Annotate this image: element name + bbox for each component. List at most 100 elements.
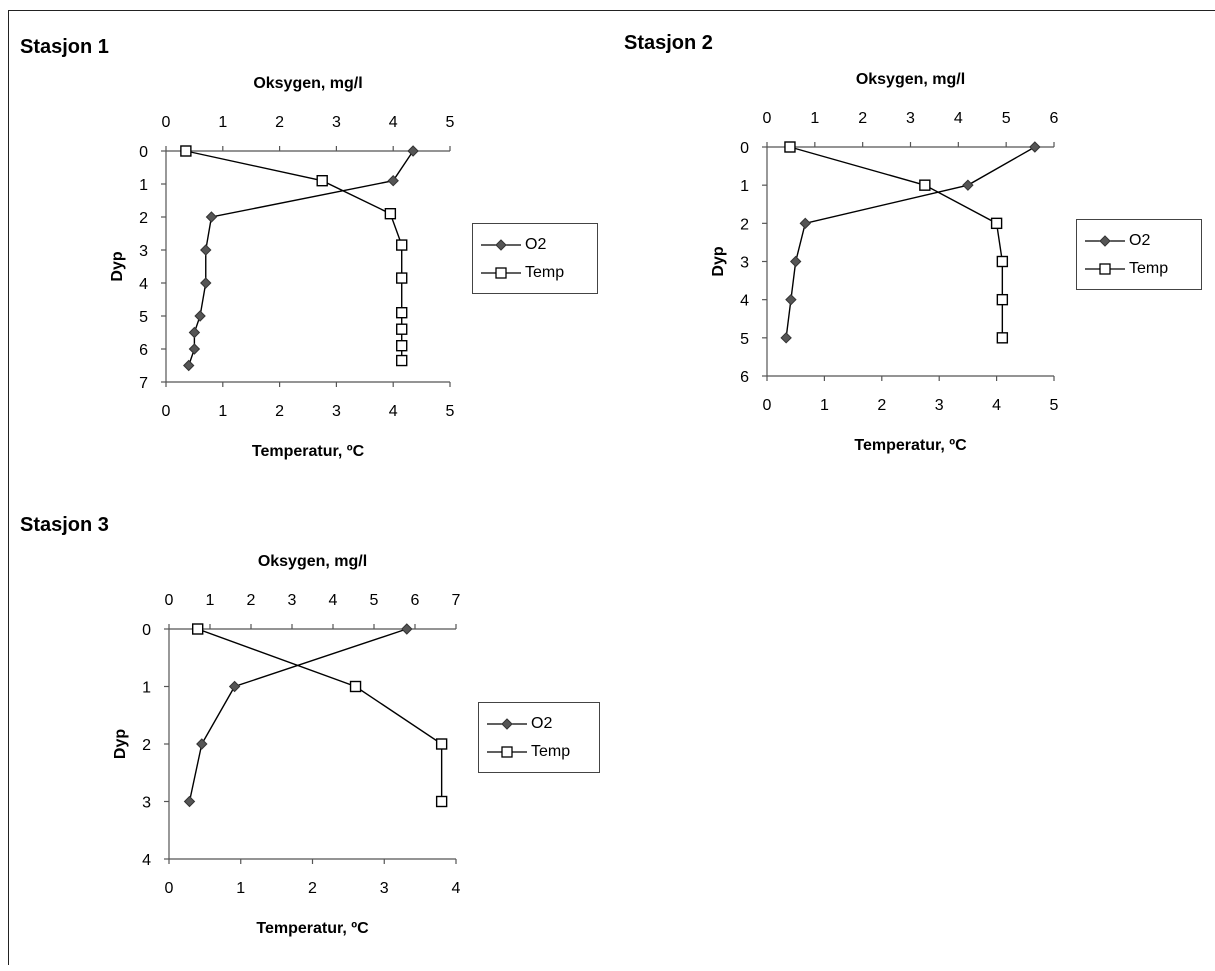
y-tick-label: 2 — [142, 737, 151, 754]
y-tick-label: 5 — [139, 309, 148, 326]
temp-marker — [384, 207, 397, 220]
bottom-tick-label: 1 — [820, 397, 829, 414]
chart-title: Stasjon 3 — [20, 514, 109, 536]
o2-marker — [407, 145, 419, 157]
o2-marker — [1029, 141, 1041, 153]
y-axis-title: Dyp — [112, 729, 129, 759]
legend-label: O2 — [1129, 232, 1151, 249]
o2-marker — [785, 293, 797, 306]
top-tick-label: 6 — [1050, 110, 1059, 127]
legend-label: Temp — [525, 264, 565, 281]
chart-title: Stasjon 1 — [20, 36, 109, 58]
o2-marker — [962, 179, 974, 191]
top-tick-label: 7 — [452, 592, 461, 609]
temp-marker — [435, 795, 448, 808]
top-tick-label: 2 — [247, 592, 256, 609]
legend-label: O2 — [525, 236, 547, 253]
bottom-axis-title: Temperatur, ºC — [252, 443, 365, 460]
chart-legend: O2 Temp — [472, 223, 598, 294]
temp-marker — [784, 141, 796, 153]
bottom-tick-label: 4 — [452, 880, 461, 897]
top-tick-label: 1 — [206, 592, 215, 609]
top-tick-label: 1 — [810, 110, 819, 127]
bottom-axis-title: Temperatur, ºC — [256, 920, 369, 937]
series-line-o2 — [188, 628, 408, 802]
top-tick-label: 5 — [370, 592, 379, 609]
series-line-o2 — [785, 146, 1036, 338]
legend-item-temp: Temp — [485, 741, 570, 763]
temp-marker — [996, 293, 1009, 306]
bottom-tick-label: 0 — [763, 397, 772, 414]
y-tick-label: 6 — [139, 342, 148, 359]
o2-marker — [183, 795, 196, 808]
o2-marker — [228, 680, 241, 693]
top-tick-label: 0 — [763, 110, 772, 127]
top-axis-title: Oksygen, mg/l — [253, 75, 362, 92]
y-tick-label: 0 — [740, 140, 749, 157]
o2-marker — [188, 343, 201, 355]
top-tick-label: 2 — [858, 110, 867, 127]
temp-marker — [996, 255, 1009, 268]
bottom-tick-label: 0 — [162, 403, 171, 420]
y-tick-label: 3 — [139, 243, 148, 260]
figure-frame — [8, 10, 1215, 965]
series-line-temp — [789, 146, 1004, 338]
chart-svg: 0 1 2 3 4 5 0 1 2 3 4 5 0 1 2 3 4 5 6 7 Oksygen, mg/l Tempera… — [109, 75, 455, 460]
chart-title: Stasjon 2 — [624, 32, 713, 54]
y-tick-label: 5 — [740, 331, 749, 348]
o2-marker — [205, 211, 218, 223]
temp-marker — [435, 738, 448, 750]
chart-legend: O2 Temp — [1076, 219, 1202, 290]
o2-marker — [789, 255, 802, 268]
legend-item-o2: O2 — [1083, 230, 1150, 252]
bottom-tick-label: 1 — [236, 880, 245, 897]
temp-marker — [396, 239, 408, 251]
temp-marker — [396, 272, 408, 284]
top-tick-label: 0 — [162, 114, 171, 131]
y-tick-label: 6 — [740, 369, 749, 386]
y-tick-label: 3 — [740, 255, 749, 272]
bottom-tick-label: 4 — [389, 403, 398, 420]
y-tick-label: 1 — [740, 178, 749, 195]
y-tick-label: 1 — [142, 680, 151, 697]
legend-item-o2: O2 — [479, 234, 546, 256]
temp-marker — [396, 354, 408, 367]
bottom-tick-label: 2 — [877, 397, 886, 414]
o2-marker — [200, 277, 212, 289]
y-tick-label: 2 — [740, 216, 749, 233]
top-tick-label: 4 — [329, 592, 338, 609]
top-axis-title: Oksygen, mg/l — [258, 553, 367, 570]
bottom-tick-label: 1 — [218, 403, 227, 420]
y-tick-label: 4 — [142, 852, 151, 869]
o2-marker — [780, 332, 792, 344]
temp-marker — [396, 323, 408, 335]
o2-marker — [183, 359, 195, 372]
bottom-tick-label: 2 — [275, 403, 284, 420]
y-tick-label: 0 — [139, 144, 148, 161]
top-tick-label: 5 — [446, 114, 455, 131]
bottom-tick-label: 2 — [308, 880, 317, 897]
bottom-tick-label: 4 — [992, 397, 1001, 414]
legend-label: O2 — [531, 715, 553, 732]
bottom-axis-title: Temperatur, ºC — [854, 437, 967, 454]
legend-item-o2: O2 — [485, 713, 552, 735]
temp-marker — [191, 623, 204, 635]
bottom-tick-label: 0 — [165, 880, 174, 897]
y-axis-title: Dyp — [109, 251, 126, 281]
chart-legend: O2 Temp — [478, 702, 600, 773]
temp-marker — [180, 145, 192, 157]
temp-marker — [996, 332, 1009, 344]
top-tick-label: 3 — [906, 110, 915, 127]
bottom-tick-label: 5 — [446, 403, 455, 420]
top-tick-label: 6 — [411, 592, 420, 609]
o2-marker — [194, 310, 206, 322]
bottom-tick-label: 5 — [1050, 397, 1059, 414]
series-line-temp — [197, 628, 443, 802]
y-tick-label: 1 — [139, 177, 148, 194]
legend-item-temp: Temp — [479, 262, 564, 284]
temp-marker — [396, 340, 408, 352]
legend-label: Temp — [531, 743, 571, 760]
bottom-tick-label: 3 — [332, 403, 341, 420]
